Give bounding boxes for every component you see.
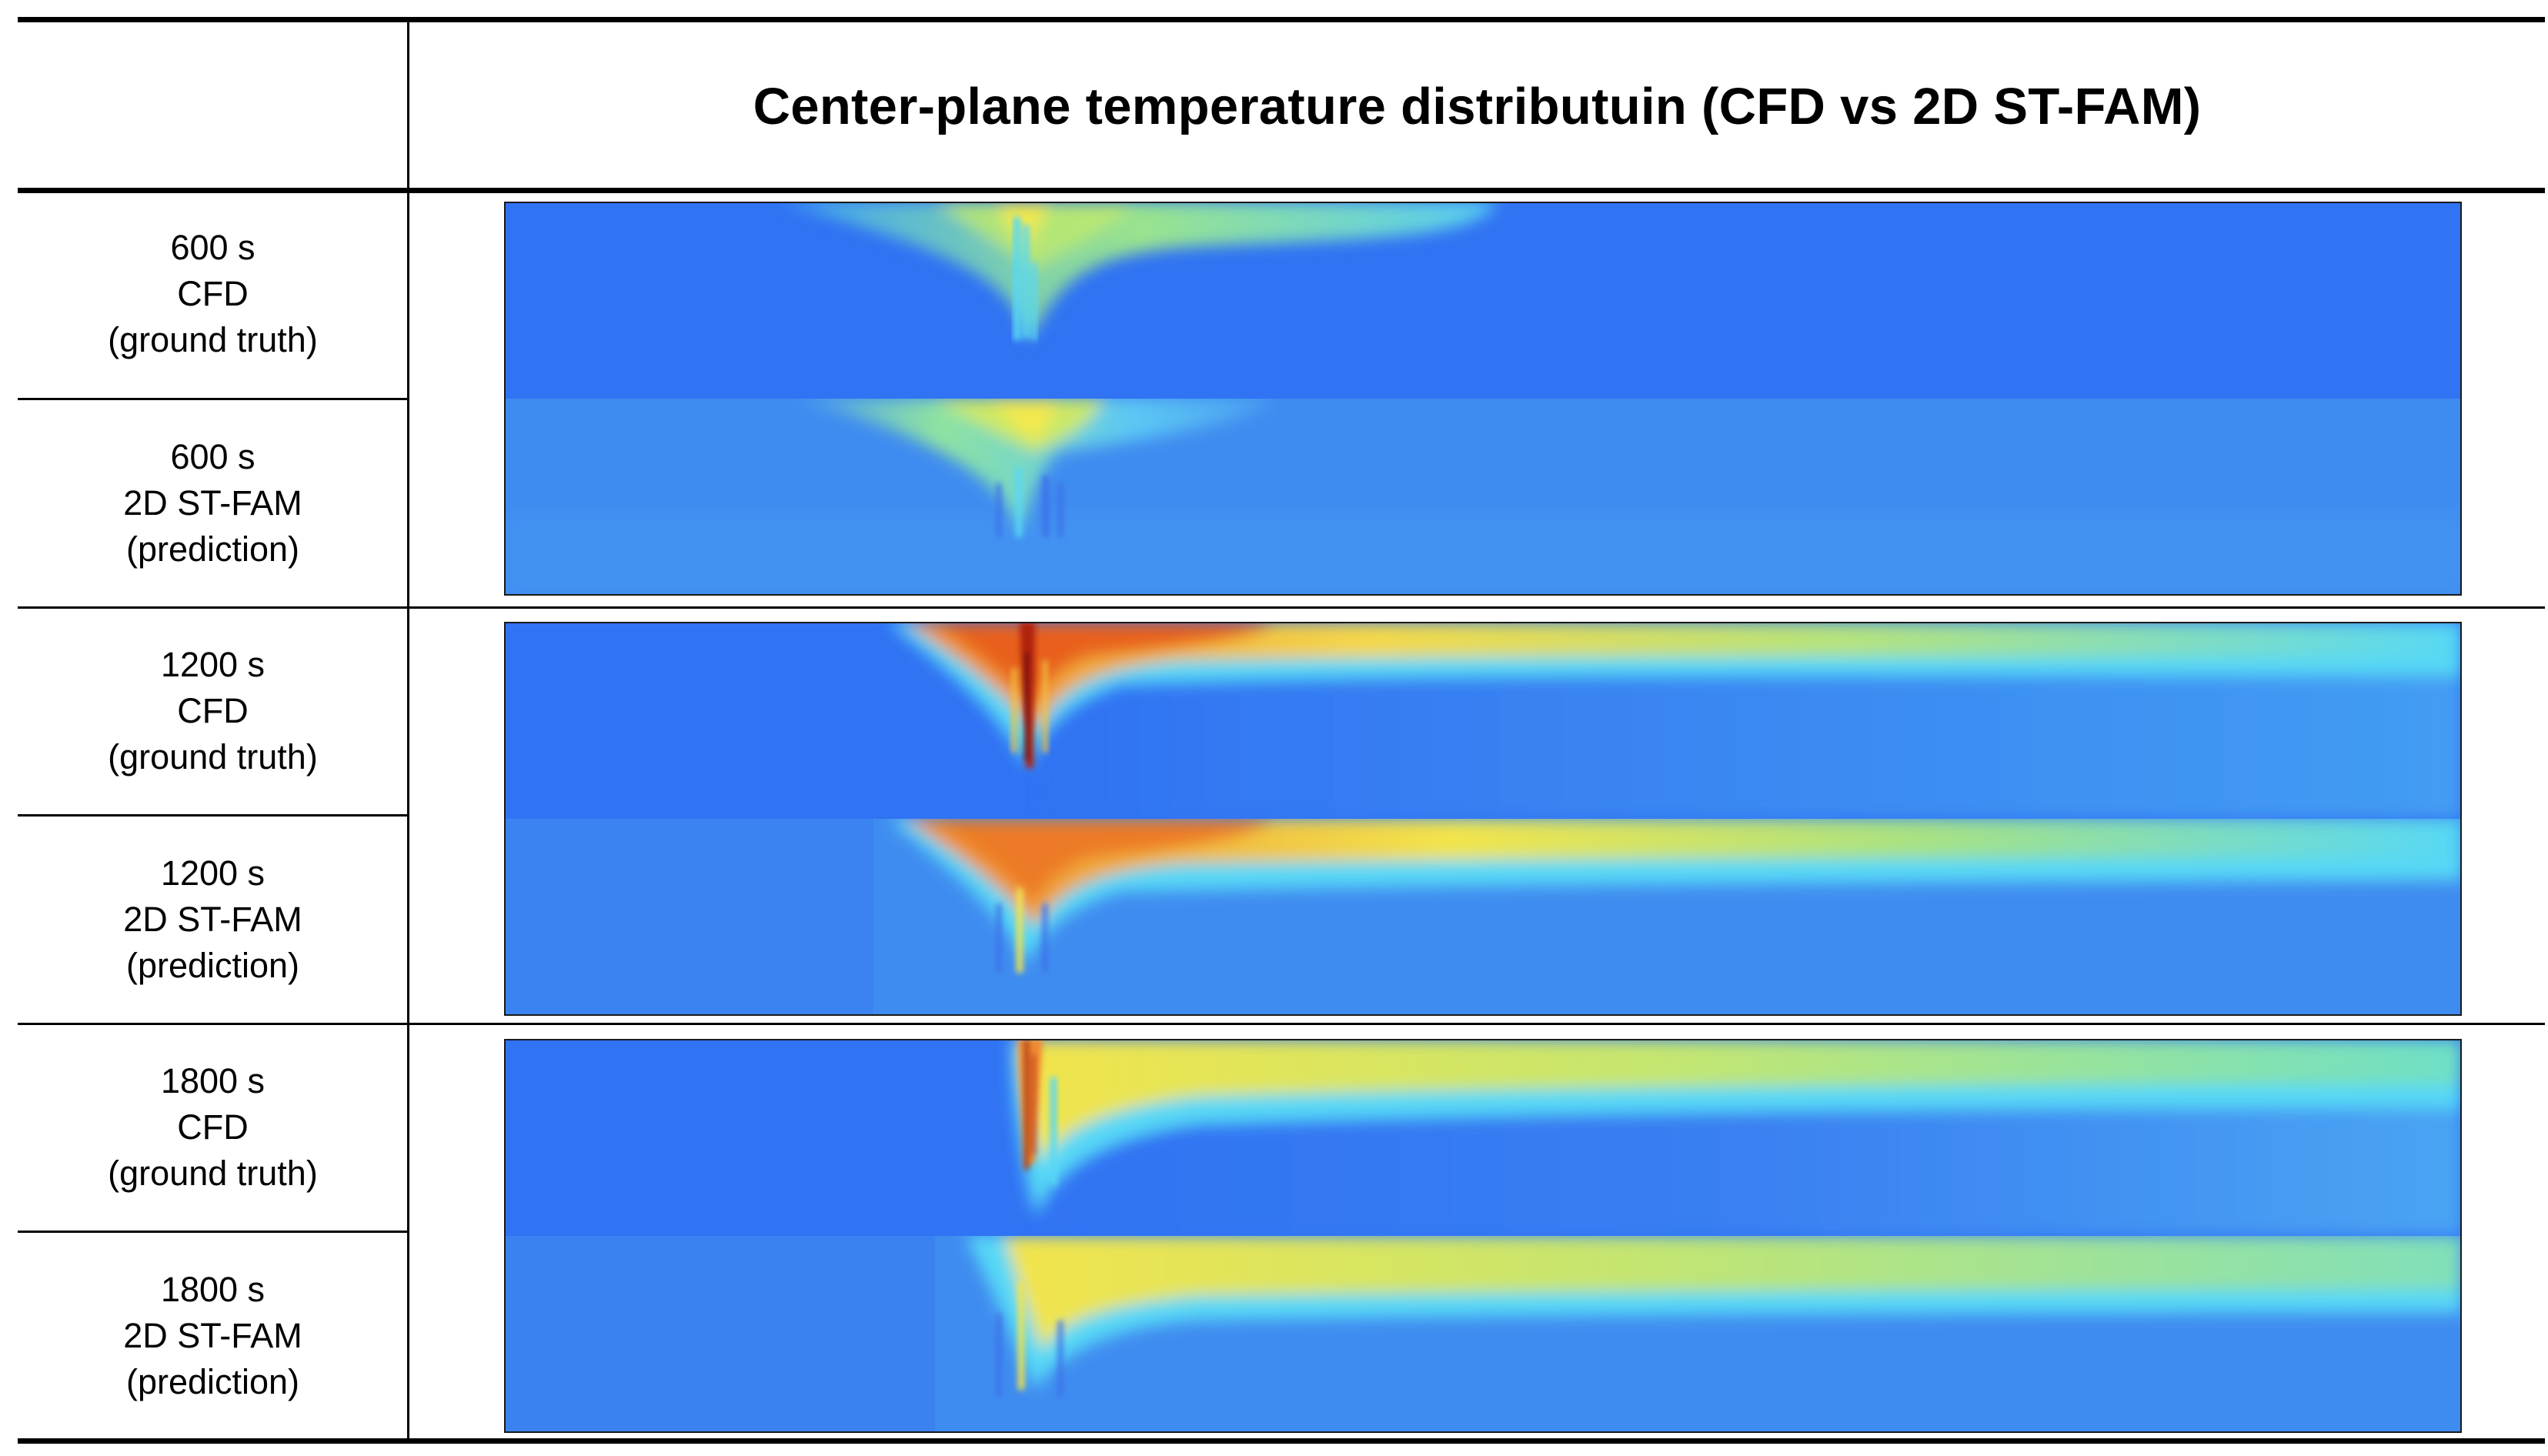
label-note: (prediction) — [125, 946, 300, 985]
label-note: (prediction) — [125, 529, 300, 569]
label-source: 2D ST-FAM — [123, 1316, 302, 1355]
label-time: 1800 s — [160, 1270, 265, 1309]
temperature-map-600s-prediction — [504, 399, 2462, 596]
label-time: 600 s — [170, 437, 255, 476]
label-note: (ground truth) — [108, 1154, 318, 1193]
row-label: 1800 s CFD (ground truth) — [18, 1024, 408, 1231]
temperature-map-1200s-prediction — [504, 819, 2462, 1016]
table-top-rule — [18, 17, 2545, 22]
label-source: 2D ST-FAM — [123, 900, 302, 939]
header-bottom-rule — [18, 188, 2545, 193]
row-label: 1200 s 2D ST-FAM (prediction) — [18, 816, 408, 1024]
group-divider-1 — [18, 606, 2545, 609]
column-divider — [407, 22, 409, 1439]
row-divider-1 — [18, 398, 408, 400]
row-divider-3 — [18, 1231, 408, 1233]
temperature-map-1800s-prediction — [504, 1236, 2462, 1433]
temperature-map-1800s-cfd — [504, 1039, 2462, 1236]
label-time: 1200 s — [160, 853, 265, 893]
label-time: 600 s — [170, 228, 255, 267]
label-source: CFD — [177, 1107, 249, 1147]
label-time: 1200 s — [160, 645, 265, 684]
label-source: CFD — [177, 274, 249, 313]
label-note: (ground truth) — [108, 737, 318, 776]
label-time: 1800 s — [160, 1061, 265, 1100]
row-label: 1800 s 2D ST-FAM (prediction) — [18, 1232, 408, 1440]
temperature-map-1200s-cfd — [504, 622, 2462, 819]
label-note: (ground truth) — [108, 320, 318, 359]
table-bottom-rule — [18, 1438, 2545, 1444]
row-label: 1200 s CFD (ground truth) — [18, 607, 408, 815]
row-divider-2 — [18, 814, 408, 816]
row-label: 600 s 2D ST-FAM (prediction) — [18, 399, 408, 607]
label-note: (prediction) — [125, 1362, 300, 1401]
group-divider-2 — [18, 1023, 2545, 1025]
table-title: Center-plane temperature distributuin (C… — [753, 77, 2202, 135]
label-source: CFD — [177, 691, 249, 730]
row-label: 600 s CFD (ground truth) — [18, 190, 408, 398]
temperature-map-600s-cfd — [504, 202, 2462, 399]
label-source: 2D ST-FAM — [123, 483, 302, 523]
